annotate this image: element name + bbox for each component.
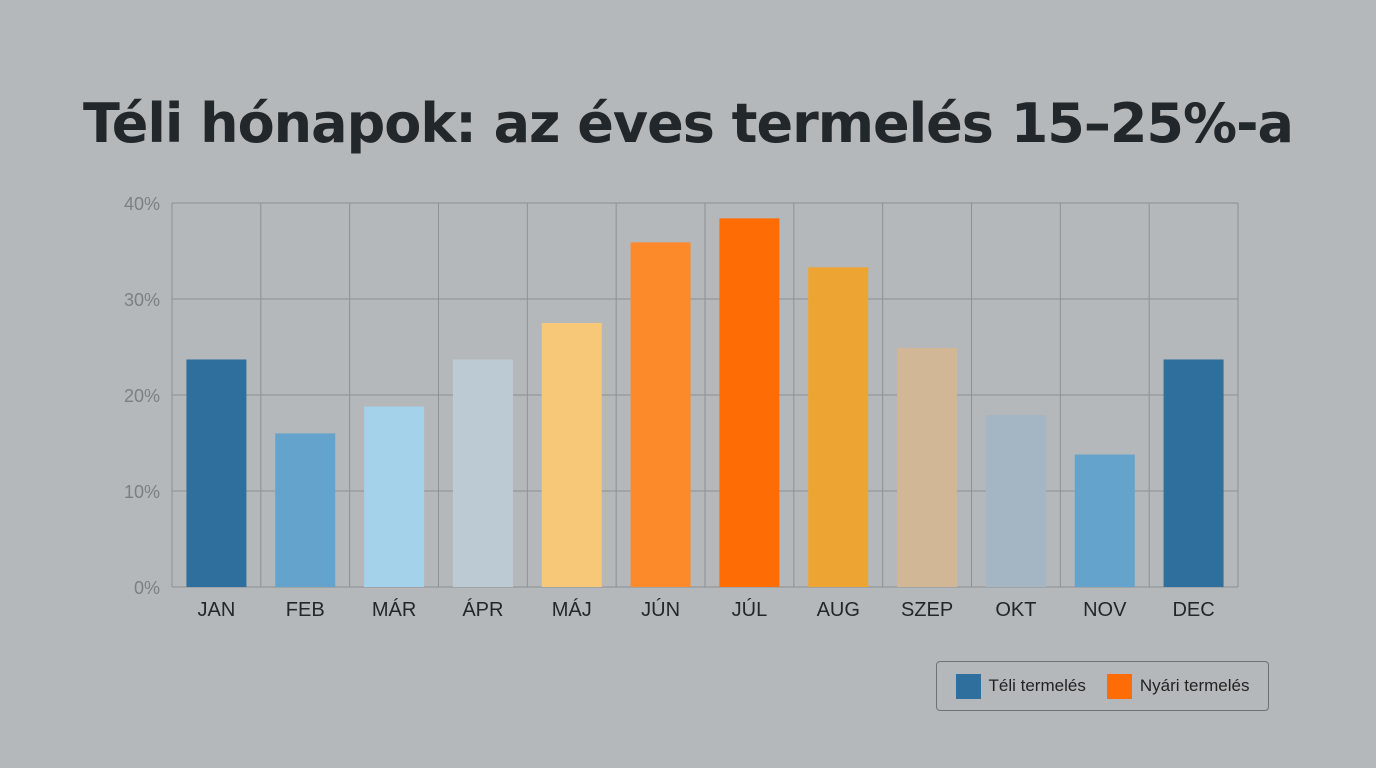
bar-aug <box>808 267 869 587</box>
x-tick-label: NOV <box>1083 599 1127 621</box>
y-tick-label: 30% <box>124 290 160 310</box>
bar-szep <box>897 347 958 587</box>
legend-label: Nyári termelés <box>1139 676 1250 695</box>
bar-jan <box>186 359 247 587</box>
bar-okt <box>985 415 1046 587</box>
x-tick-label: MÁR <box>372 598 416 621</box>
bar-feb <box>275 433 336 587</box>
legend-item-summer: Nyári termelés <box>1106 673 1250 699</box>
x-tick-label: JÚL <box>732 598 768 621</box>
x-tick-label: MÁJ <box>552 598 592 621</box>
bar-dec <box>1163 359 1224 587</box>
legend-swatch <box>1106 673 1132 699</box>
y-tick-label: 40% <box>124 194 160 214</box>
bar-máj <box>541 323 602 587</box>
x-tick-label: JÚN <box>641 598 680 621</box>
x-tick-label: JAN <box>198 599 236 621</box>
legend-label: Téli termelés <box>988 676 1086 695</box>
y-tick-label: 20% <box>124 386 160 406</box>
bar-júl <box>719 218 780 588</box>
x-tick-label: ÁPR <box>462 598 503 621</box>
x-tick-label: FEB <box>286 599 325 621</box>
legend: Téli termelés Nyári termelés <box>936 661 1269 711</box>
x-tick-label: DEC <box>1172 599 1214 621</box>
x-tick-label: AUG <box>817 599 860 621</box>
legend-item-winter: Téli termelés <box>955 673 1086 699</box>
chart-title: Téli hónapok: az éves termelés 15–25%-a <box>83 92 1294 155</box>
bar-ápr <box>452 359 513 587</box>
x-tick-label: OKT <box>995 599 1036 621</box>
legend-swatch <box>955 673 981 699</box>
y-tick-label: 0% <box>134 578 160 598</box>
y-tick-label: 10% <box>124 482 160 502</box>
bar-jún <box>630 242 691 588</box>
bar-már <box>364 406 425 587</box>
x-tick-label: SZEP <box>901 599 953 621</box>
bar-nov <box>1074 454 1135 587</box>
